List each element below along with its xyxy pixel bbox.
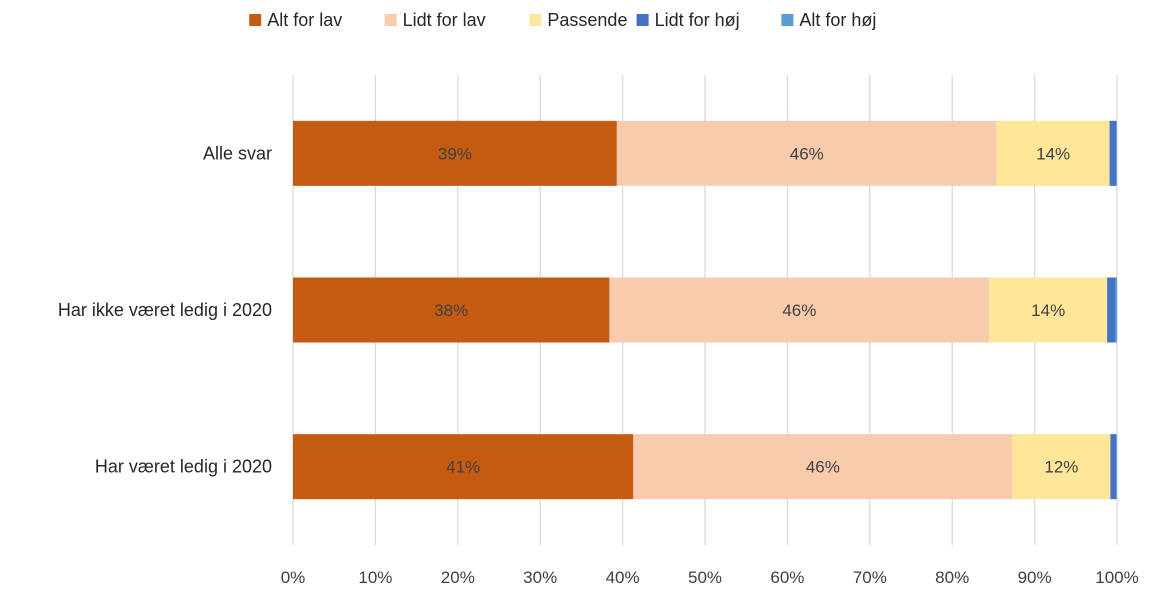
bar-segment <box>616 120 997 186</box>
bar-segment <box>1115 277 1117 343</box>
bar-segment <box>1107 277 1116 343</box>
legend: Alt for lav Lidt for lav Passende Lidt for … <box>249 10 876 30</box>
bar-segment <box>1109 120 1117 186</box>
legend-label: Lidt for lav <box>403 10 486 30</box>
bar-segment <box>293 434 634 500</box>
data-label: 38% <box>434 301 468 320</box>
category-label: Har været ledig i 2020 <box>95 457 272 477</box>
bars: 39% 46% 14% 38% 46% 14% 41% 46% 12% <box>293 120 1117 500</box>
bar-segment <box>293 277 610 343</box>
data-label: 39% <box>438 144 472 163</box>
legend-swatch <box>529 14 542 26</box>
data-label: 46% <box>790 144 824 163</box>
x-tick-label: 10% <box>358 568 392 587</box>
legend-swatch <box>781 14 794 26</box>
bar-segment <box>1110 434 1117 500</box>
x-tick-label: 0% <box>281 568 306 587</box>
data-label: 41% <box>446 458 480 477</box>
legend-label: Lidt for høj <box>655 10 740 30</box>
x-tick-label: 40% <box>606 568 640 587</box>
bar-segment <box>609 277 990 343</box>
bar-segment <box>989 277 1108 343</box>
bar-segment <box>1012 434 1111 500</box>
x-tick-label: 20% <box>441 568 475 587</box>
x-tick-label: 30% <box>523 568 557 587</box>
legend-label: Alt for høj <box>799 10 876 30</box>
category-label: Alle svar <box>203 143 272 163</box>
x-tick-label: 50% <box>688 568 722 587</box>
data-label: 14% <box>1036 144 1070 163</box>
category-label: Har ikke været ledig i 2020 <box>58 300 272 320</box>
data-label: 46% <box>806 458 840 477</box>
bar-segment <box>996 120 1110 186</box>
data-label: 46% <box>782 301 816 320</box>
data-label: 12% <box>1044 458 1078 477</box>
legend-swatch <box>249 14 262 26</box>
bar-segment <box>1116 120 1117 186</box>
bar-segment <box>633 434 1013 500</box>
x-tick-label: 70% <box>853 568 887 587</box>
data-label: 14% <box>1031 301 1065 320</box>
x-tick-label: 80% <box>935 568 969 587</box>
legend-swatch <box>384 14 397 26</box>
x-axis: 0% 10% 20% 30% 40% 50% 60% 70% 80% 90% 100% <box>281 568 1139 587</box>
bar-segment <box>293 120 617 186</box>
x-tick-label: 60% <box>770 568 804 587</box>
legend-label: Alt for lav <box>267 10 342 30</box>
bar-segment <box>1116 434 1117 500</box>
legend-swatch <box>636 14 649 26</box>
x-tick-label: 90% <box>1018 568 1052 587</box>
x-tick-label: 100% <box>1095 568 1138 587</box>
y-axis: Alle svar Har ikke været ledig i 2020 Har … <box>58 143 272 476</box>
legend-label: Passende <box>547 10 627 30</box>
